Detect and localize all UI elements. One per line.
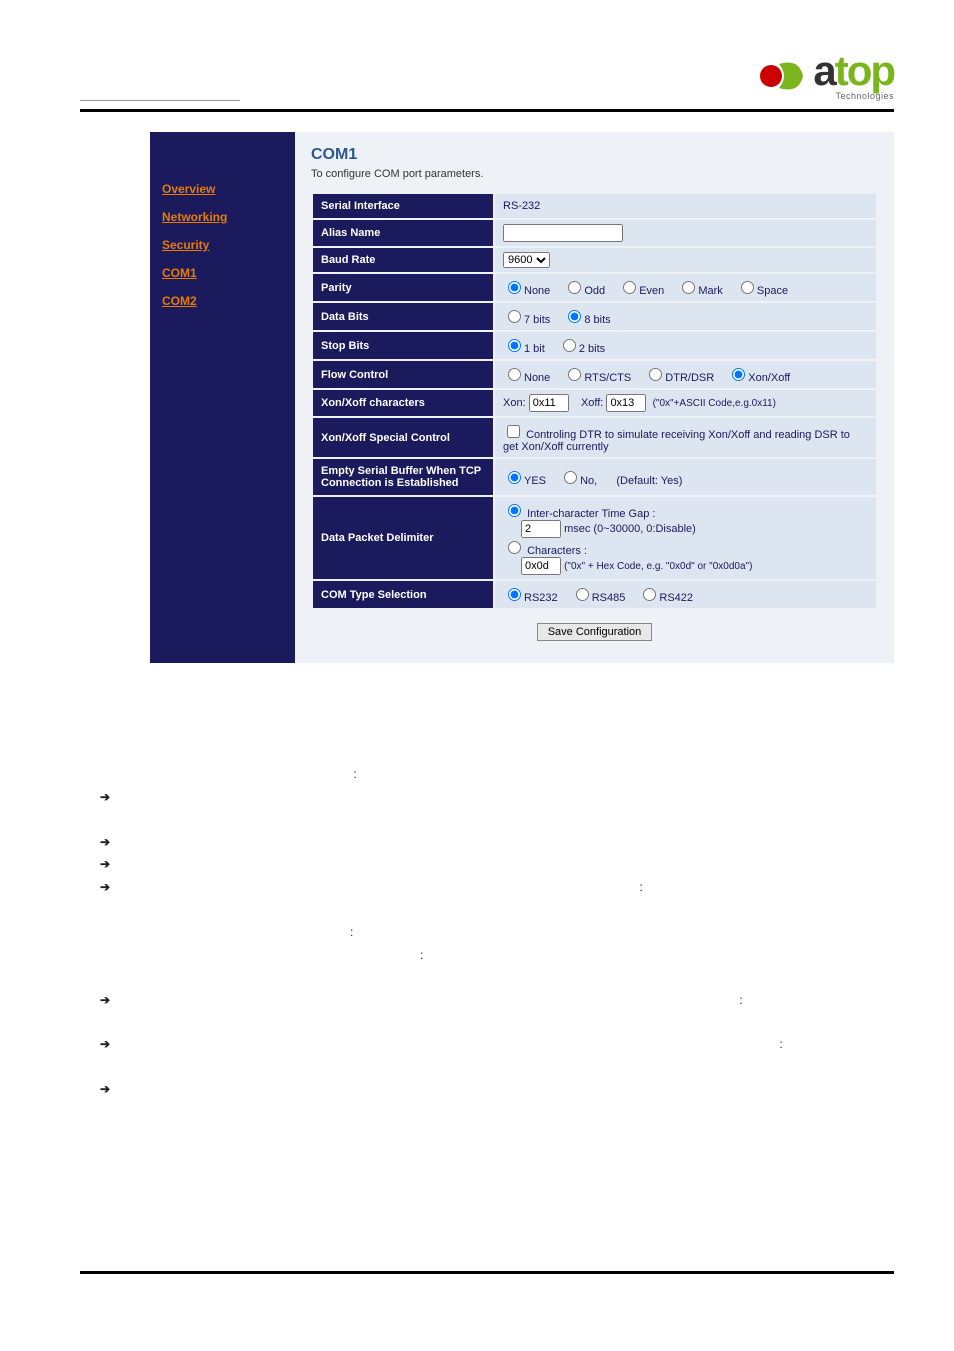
special-checkbox[interactable] xyxy=(507,425,520,438)
label-serial-interface: Serial Interface xyxy=(313,194,493,218)
char-input[interactable] xyxy=(521,557,561,575)
stopbits-2[interactable] xyxy=(563,339,576,352)
empty-no[interactable] xyxy=(564,471,577,484)
flow-dtrdsr[interactable] xyxy=(649,368,662,381)
body-text: pad : ➔ ➔ ➔ ➔ : : : ➔ : ➔ : ➔ xyxy=(80,703,894,1101)
delimiter-gap-label: Inter-character Time Gap : xyxy=(527,508,655,520)
body-bullet-5: ➔ : xyxy=(100,989,874,1012)
char-hint: ("0x" + Hex Code, e.g. "0x0d" or "0x0d0a… xyxy=(564,561,752,572)
body-bullet-1: ➔ xyxy=(100,786,874,809)
parity-mark[interactable] xyxy=(682,281,695,294)
config-container: Overview Networking Security COM1 COM2 C… xyxy=(150,132,894,663)
xon-input[interactable] xyxy=(529,394,569,412)
empty-suffix: (Default: Yes) xyxy=(616,475,682,487)
parity-none[interactable] xyxy=(508,281,521,294)
label-baud: Baud Rate xyxy=(313,248,493,272)
logo-subtext: Technologies xyxy=(813,92,894,101)
footer-rule xyxy=(80,1271,894,1274)
label-flow: Flow Control xyxy=(313,361,493,388)
sidebar-item-com2[interactable]: COM2 xyxy=(162,294,283,308)
comtype-rs485[interactable] xyxy=(576,588,589,601)
label-empty: Empty Serial Buffer When TCP Connection … xyxy=(313,459,493,495)
stopbits-1[interactable] xyxy=(508,339,521,352)
comtype-rs232[interactable] xyxy=(508,588,521,601)
gap-input[interactable] xyxy=(521,520,561,538)
logo-text-a: a xyxy=(813,47,834,94)
parity-space[interactable] xyxy=(741,281,754,294)
body-bullet-6: ➔ : xyxy=(100,1033,874,1056)
label-xonxoff: Xon/Xoff characters xyxy=(313,390,493,416)
flow-none[interactable] xyxy=(508,368,521,381)
label-alias: Alias Name xyxy=(313,220,493,246)
empty-yes[interactable] xyxy=(508,471,521,484)
flow-xonxoff[interactable] xyxy=(732,368,745,381)
parity-even[interactable] xyxy=(623,281,636,294)
xon-label: Xon: xyxy=(503,397,526,409)
body-bullet-3: ➔ xyxy=(100,853,874,876)
sidebar-item-networking[interactable]: Networking xyxy=(162,210,283,224)
flow-rtscts[interactable] xyxy=(568,368,581,381)
sidebar-item-overview[interactable]: Overview xyxy=(162,182,283,196)
value-serial-interface: RS-232 xyxy=(495,194,876,218)
header-underline xyxy=(80,100,240,101)
body-line-3: : xyxy=(100,944,874,967)
gap-hint: msec (0~30000, 0:Disable) xyxy=(564,523,696,535)
delimiter-gap-radio[interactable] xyxy=(508,504,521,517)
delimiter-char-label: Characters : xyxy=(527,545,587,557)
body-line-2: : xyxy=(100,921,874,944)
label-delimiter: Data Packet Delimiter xyxy=(313,497,493,579)
sidebar-item-security[interactable]: Security xyxy=(162,238,283,252)
body-bullet-7: ➔ xyxy=(100,1078,874,1101)
body-bullet-2: ➔ xyxy=(100,831,874,854)
databits-7[interactable] xyxy=(508,310,521,323)
logo-text-top: top xyxy=(835,47,894,94)
body-line-1: pad : xyxy=(100,763,874,786)
main-panel: COM1 To configure COM port parameters. S… xyxy=(295,132,894,663)
save-button[interactable]: Save Configuration xyxy=(537,623,653,641)
xonxoff-hint: ("0x"+ASCII Code,e.g.0x11) xyxy=(653,398,776,409)
logo: atop Technologies xyxy=(759,50,894,101)
page-header: atop Technologies xyxy=(80,50,894,112)
special-text: Controling DTR to simulate receiving Xon… xyxy=(503,429,850,453)
parity-options: None Odd Even Mark Space xyxy=(495,274,876,301)
xoff-input[interactable] xyxy=(606,394,646,412)
label-databits: Data Bits xyxy=(313,303,493,330)
panel-title: COM1 xyxy=(311,146,878,164)
config-table: Serial Interface RS-232 Alias Name Baud … xyxy=(311,192,878,610)
logo-mark-icon xyxy=(759,54,807,98)
comtype-rs422[interactable] xyxy=(643,588,656,601)
label-parity: Parity xyxy=(313,274,493,301)
panel-subtitle: To configure COM port parameters. xyxy=(311,168,878,180)
sidebar-item-com1[interactable]: COM1 xyxy=(162,266,283,280)
label-special: Xon/Xoff Special Control xyxy=(313,418,493,457)
body-bullet-4: ➔ : xyxy=(100,876,874,899)
label-comtype: COM Type Selection xyxy=(313,581,493,608)
sidebar: Overview Networking Security COM1 COM2 xyxy=(150,132,295,663)
baud-select[interactable]: 9600 xyxy=(503,252,550,268)
alias-input[interactable] xyxy=(503,224,623,242)
parity-odd[interactable] xyxy=(568,281,581,294)
xoff-label: Xoff: xyxy=(581,397,603,409)
databits-8[interactable] xyxy=(568,310,581,323)
label-stopbits: Stop Bits xyxy=(313,332,493,359)
delimiter-char-radio[interactable] xyxy=(508,541,521,554)
